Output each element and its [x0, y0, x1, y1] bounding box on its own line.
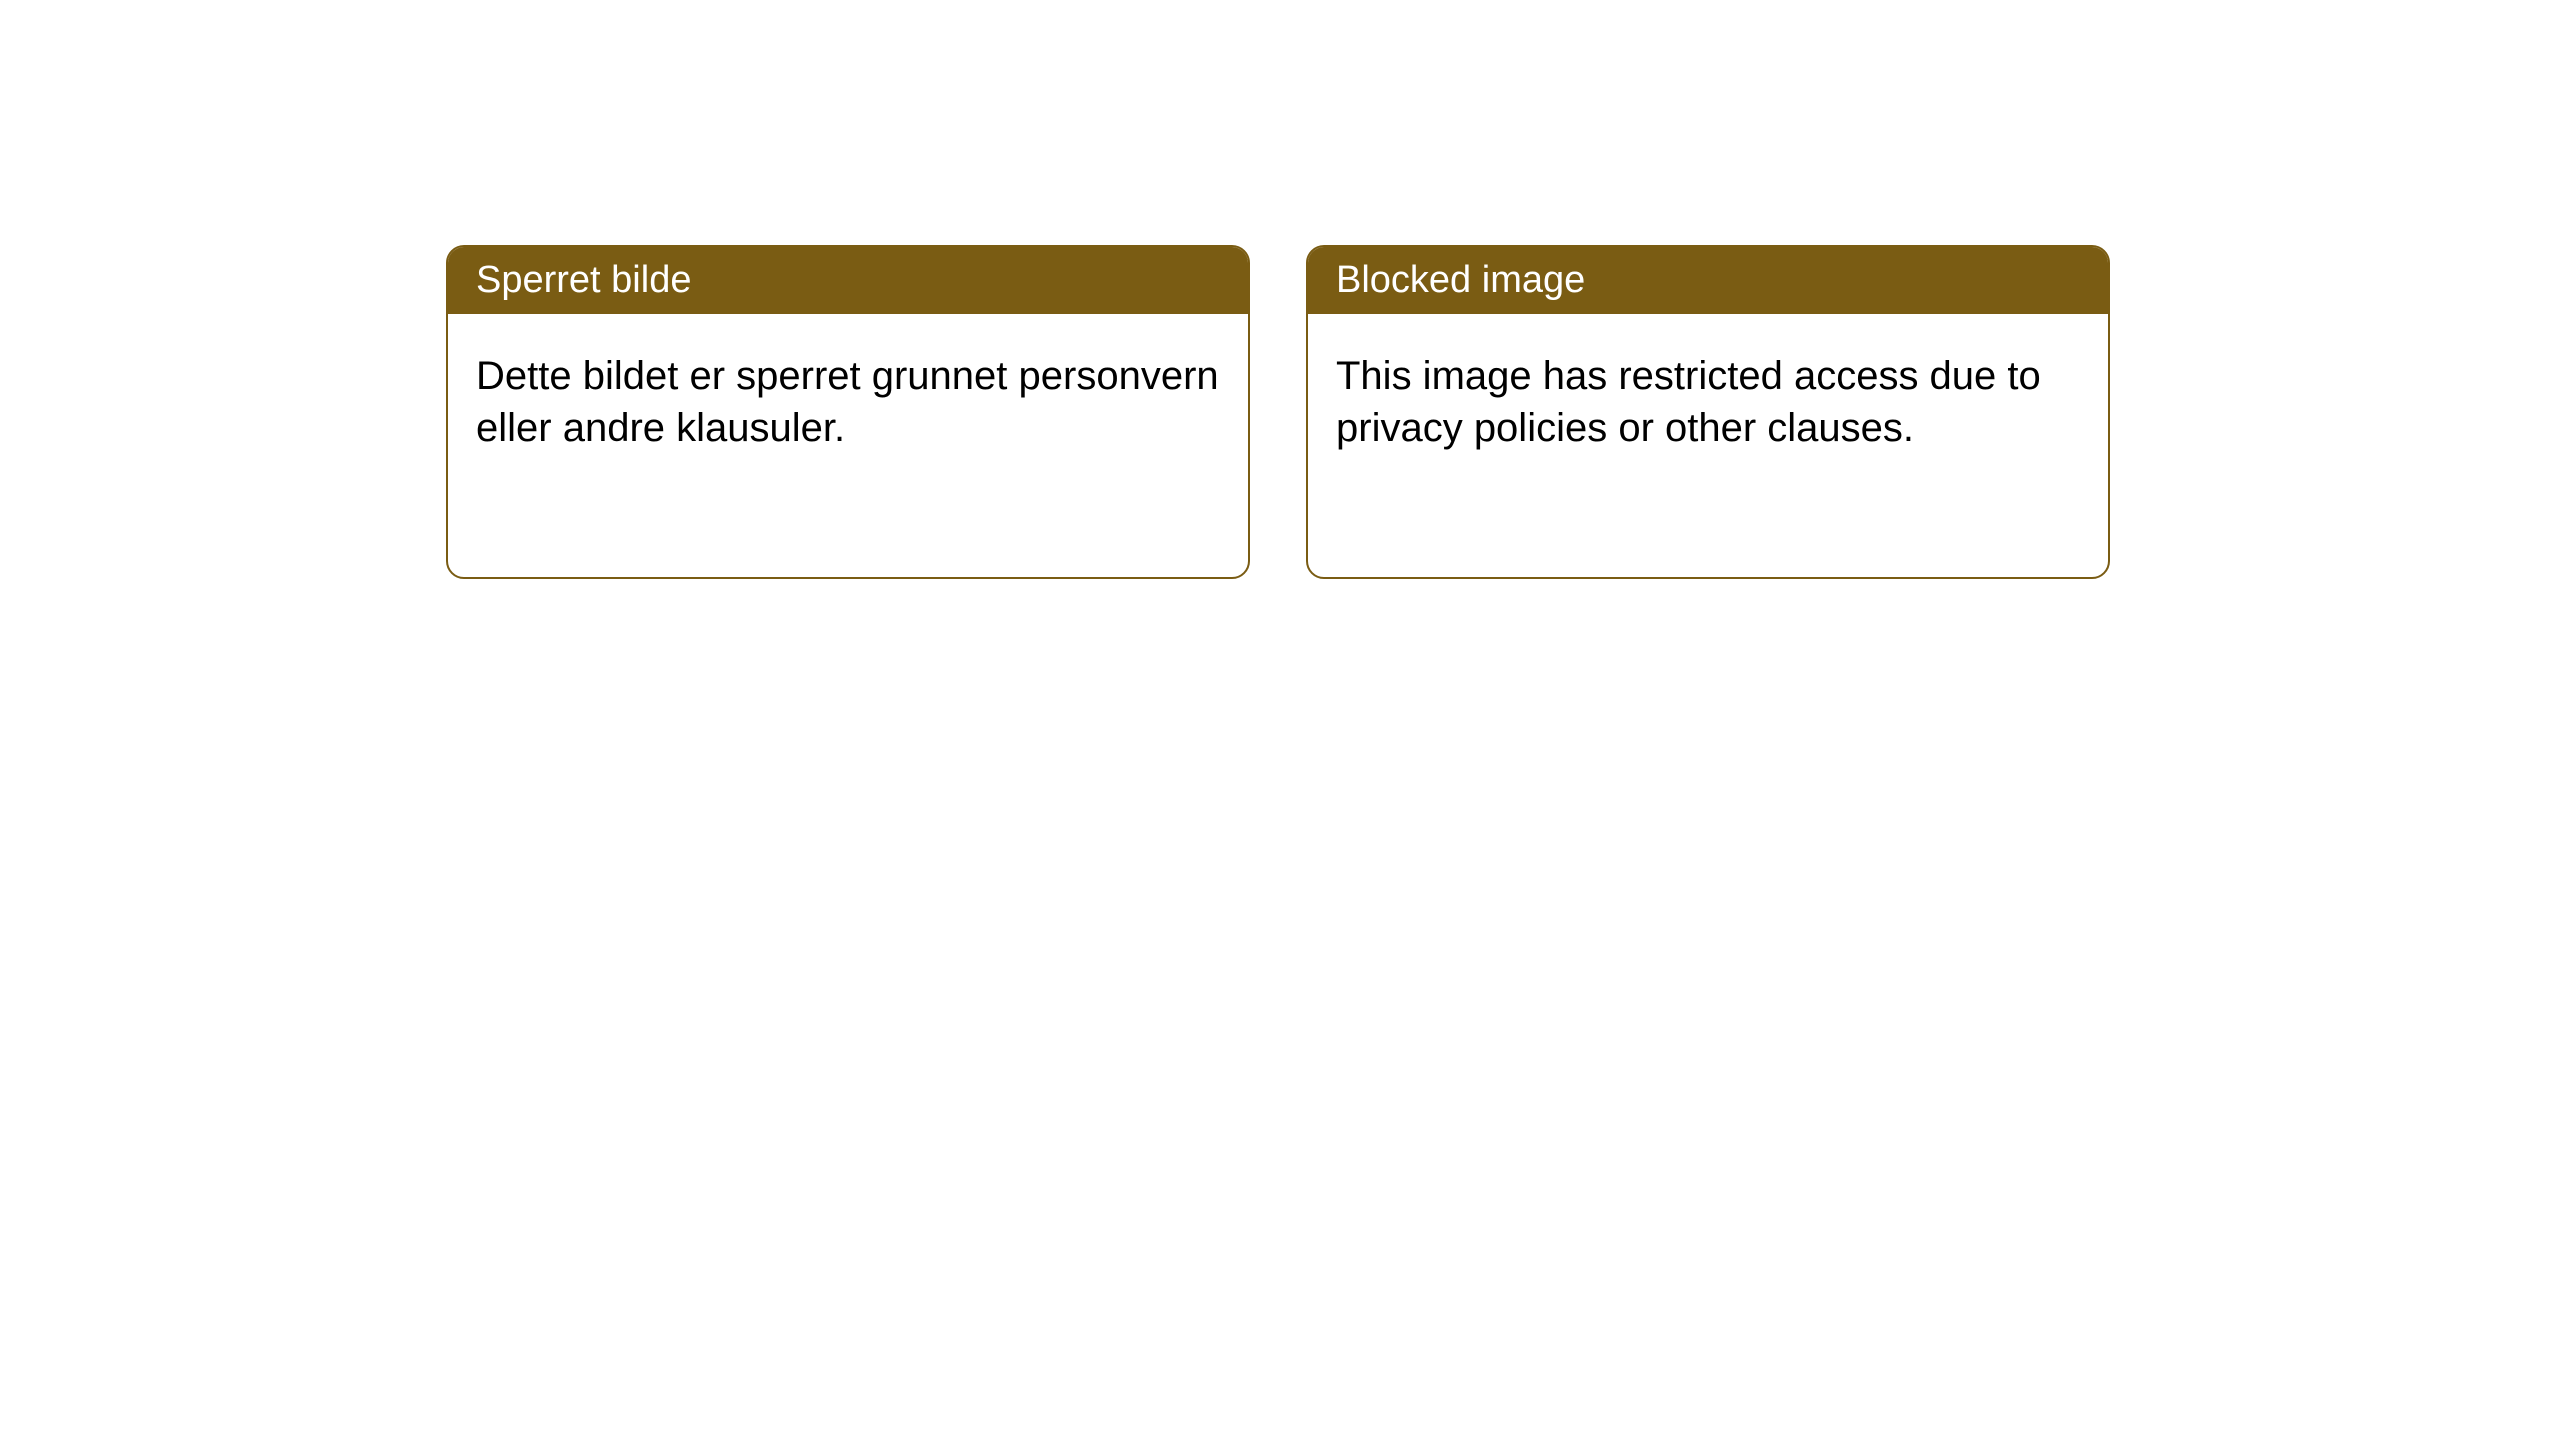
notice-header: Blocked image [1308, 247, 2108, 314]
notice-container: Sperret bilde Dette bildet er sperret gr… [446, 245, 2110, 579]
notice-box-english: Blocked image This image has restricted … [1306, 245, 2110, 579]
notice-box-norwegian: Sperret bilde Dette bildet er sperret gr… [446, 245, 1250, 579]
notice-header: Sperret bilde [448, 247, 1248, 314]
notice-body: Dette bildet er sperret grunnet personve… [448, 314, 1248, 490]
notice-body: This image has restricted access due to … [1308, 314, 2108, 490]
